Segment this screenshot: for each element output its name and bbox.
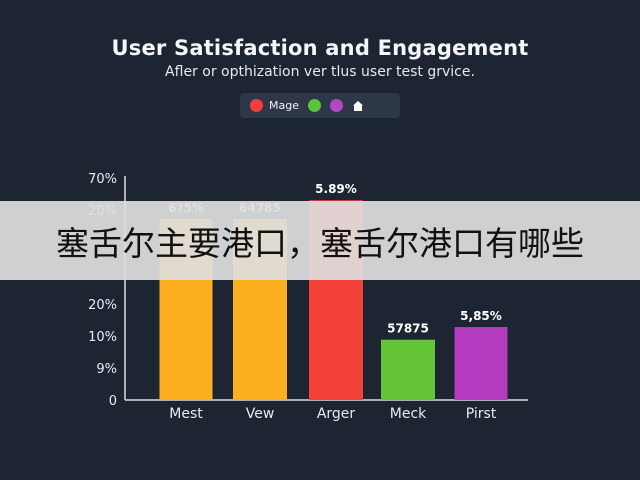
legend-swatch-green — [307, 99, 321, 112]
y-tick-label: 9% — [96, 362, 117, 377]
bar — [454, 327, 508, 400]
y-tick-label: 10% — [88, 330, 117, 345]
legend-swatch-red — [250, 99, 263, 112]
legend-item-red: Mage — [250, 99, 299, 112]
legend-item-home — [352, 100, 364, 112]
y-tick-label: 70% — [88, 172, 117, 187]
x-tick-label: Meck — [390, 406, 427, 422]
chart-subtitle: Afler or opthization ver tlus user test … — [165, 64, 475, 80]
x-tick-label: Arger — [317, 406, 356, 422]
bar — [381, 339, 435, 400]
y-tick-label: 0 — [109, 394, 117, 409]
data-label: 5,85% — [460, 309, 502, 323]
chart-legend: Mage — [240, 93, 400, 118]
legend-swatch-purple — [329, 99, 343, 112]
legend-item-green — [307, 99, 321, 112]
chart-title: User Satisfaction and Engagement — [111, 36, 529, 60]
x-tick-label: Vew — [246, 406, 275, 422]
x-tick-label: Mest — [169, 406, 203, 422]
home-icon — [352, 100, 363, 111]
y-tick-label: 20% — [88, 298, 117, 313]
legend-label: Mage — [269, 99, 299, 112]
data-label: 5.89% — [315, 182, 357, 196]
overlay-banner: 塞舌尔主要港口，塞舌尔港口有哪些 — [0, 201, 640, 280]
legend-item-purple — [329, 99, 343, 112]
data-label: 57875 — [387, 322, 429, 336]
x-tick-label: Pirst — [466, 406, 497, 422]
